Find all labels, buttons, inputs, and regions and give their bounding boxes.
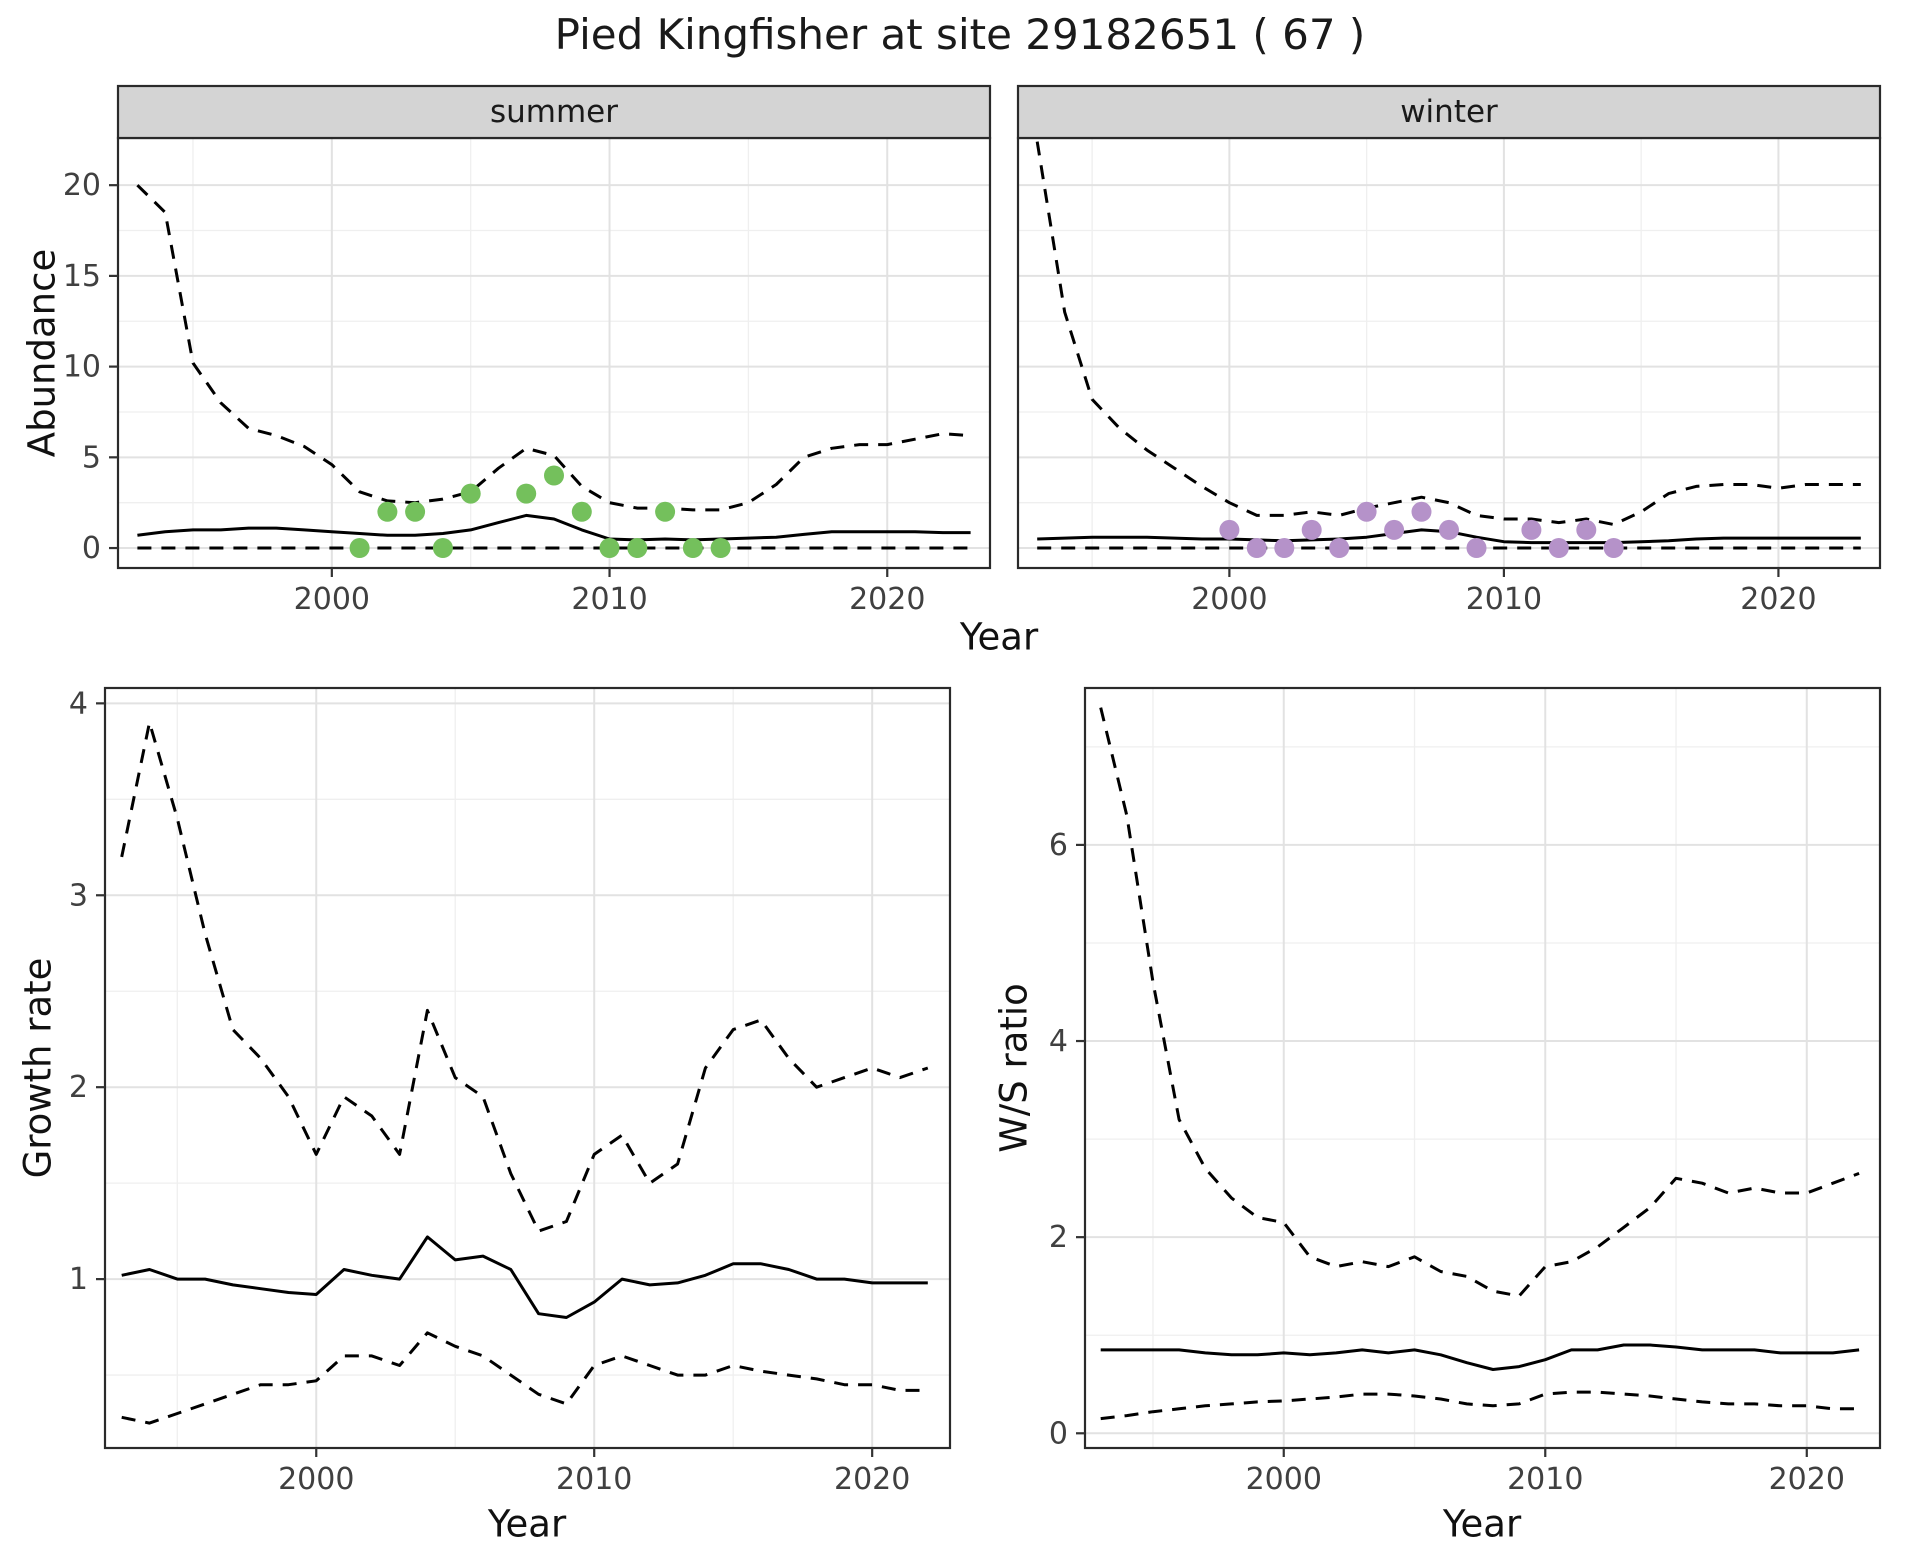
x-tick-label: 2020 — [1740, 582, 1816, 617]
y-tick-label: 2 — [1049, 1220, 1068, 1255]
panel-abundance-winter: 2000 2010 2020 — [1016, 84, 1882, 617]
x-tick-label: 2010 — [1466, 582, 1542, 617]
y-tick-label: 2 — [69, 1070, 88, 1105]
x-tick-label: 2010 — [571, 582, 647, 617]
panel-growth-rate: 2000 2010 2020 1 2 3 4 — [69, 686, 952, 1497]
panel-abundance-summer: 2000 2010 2020 0 5 10 15 20 — [63, 84, 992, 617]
observation-point — [516, 483, 537, 504]
series-upper_ci — [1035, 141, 1861, 526]
x-tick-label: 2020 — [849, 582, 925, 617]
observation-point — [1356, 501, 1377, 522]
observation-point — [1576, 519, 1597, 540]
y-tick-label: 4 — [1049, 1024, 1068, 1059]
observation-point — [1246, 538, 1267, 558]
panel-ws-ratio: 2000 2010 2020 0 2 4 6 — [1049, 686, 1882, 1497]
observation-point — [1466, 538, 1487, 558]
series-observations — [1219, 501, 1624, 558]
x-tick-label: 2010 — [1507, 1462, 1583, 1497]
observation-point — [627, 538, 648, 558]
observation-point — [405, 501, 426, 522]
series-observations — [349, 465, 731, 558]
observation-point — [682, 538, 703, 558]
page-title: Pied Kingfisher at site 29182651 ( 67 ) — [554, 10, 1366, 59]
x-axis-title-growth-rate: Year — [487, 1502, 567, 1546]
observation-point — [1384, 519, 1405, 540]
y-tick-label: 10 — [63, 350, 101, 385]
series-upper_ci — [120, 721, 929, 1233]
observation-point — [544, 465, 564, 486]
x-axis-title-ws-ratio: Year — [1442, 1502, 1522, 1546]
series-upper_ci — [1099, 707, 1860, 1298]
observation-point — [1603, 538, 1624, 558]
series-lower_ci — [121, 1331, 928, 1425]
observation-point — [1521, 519, 1542, 540]
observation-point — [571, 501, 592, 522]
x-tick-label: 2000 — [1246, 1462, 1322, 1497]
series-median — [137, 513, 971, 542]
observation-point — [1329, 538, 1350, 558]
facet-strip-winter: winter — [1400, 94, 1498, 130]
y-tick-label: 20 — [63, 168, 101, 203]
observation-point — [460, 483, 481, 504]
y-axis-title-growth-rate: Growth rate — [16, 957, 60, 1179]
observation-point — [655, 501, 676, 522]
x-tick-label: 2020 — [1769, 1462, 1845, 1497]
series-lower_ci — [1100, 1390, 1860, 1421]
facet-strip-rect — [1016, 84, 1882, 140]
observation-point — [1274, 538, 1295, 558]
y-tick-label: 0 — [82, 531, 101, 566]
series-median — [1100, 1343, 1860, 1371]
y-tick-label: 3 — [69, 878, 88, 913]
x-axis-title-top: Year — [959, 615, 1039, 659]
y-tick-label: 5 — [82, 440, 101, 475]
observation-point — [377, 501, 398, 522]
observation-point — [1548, 538, 1569, 558]
x-tick-label: 2000 — [1191, 582, 1267, 617]
x-tick-label: 2010 — [556, 1462, 632, 1497]
observation-point — [599, 538, 620, 558]
facet-strip-rect — [116, 84, 992, 140]
y-axis-title-ws-ratio: W/S ratio — [992, 983, 1036, 1153]
series-median — [121, 1235, 928, 1319]
series-upper_ci — [136, 184, 971, 512]
observation-point — [349, 538, 370, 558]
y-tick-label: 6 — [1049, 828, 1068, 863]
observation-point — [710, 538, 731, 558]
y-axis-title-abundance: Abundance — [20, 248, 64, 458]
observation-point — [1301, 519, 1322, 540]
x-tick-label: 2000 — [278, 1462, 354, 1497]
observation-point — [1411, 501, 1432, 522]
x-tick-label: 2020 — [834, 1462, 910, 1497]
facet-strip-summer: summer — [489, 94, 619, 130]
observation-point — [432, 538, 453, 558]
y-tick-label: 15 — [63, 259, 101, 294]
x-tick-label: 2000 — [294, 582, 370, 617]
y-tick-label: 1 — [69, 1262, 88, 1297]
y-tick-label: 0 — [1049, 1416, 1068, 1451]
observation-point — [1439, 519, 1459, 540]
observation-point — [1219, 519, 1240, 540]
y-tick-label: 4 — [69, 686, 88, 721]
